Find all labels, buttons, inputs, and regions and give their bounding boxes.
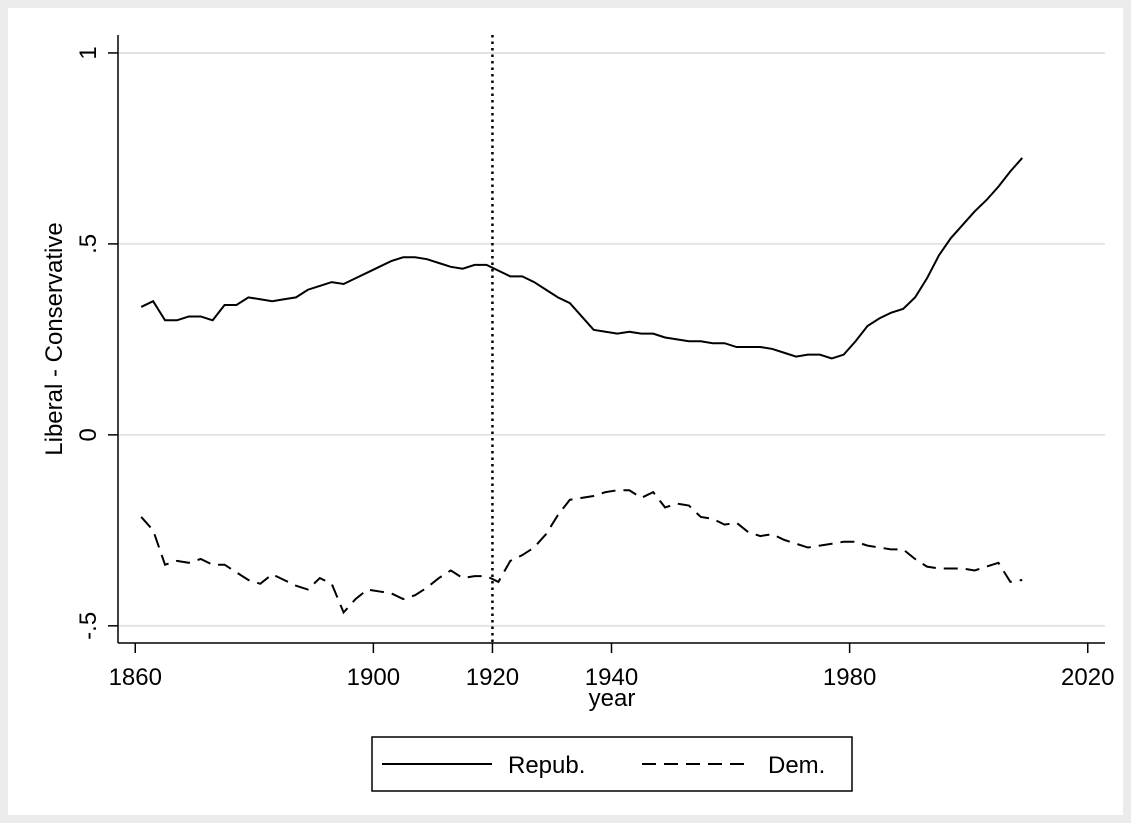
y-tick-label: -.5 — [75, 612, 102, 640]
y-tick-label: 1 — [75, 46, 102, 59]
graph-region — [8, 8, 1123, 815]
y-axis-label: Liberal - Conservative — [41, 222, 68, 455]
x-tick-label: 1900 — [347, 664, 400, 691]
x-tick-label: 1940 — [585, 664, 638, 691]
x-tick-label: 1920 — [466, 664, 519, 691]
y-tick-label: .5 — [75, 234, 102, 254]
data-line — [140, 489, 1023, 615]
x-tick-label: 1980 — [823, 664, 876, 691]
data-line — [140, 157, 1023, 360]
legend-label: Dem. — [768, 752, 825, 779]
x-tick-label: 2020 — [1061, 664, 1114, 691]
x-tick-label: 1860 — [109, 664, 162, 691]
x-axis-label: year — [589, 685, 636, 712]
legend-label: Repub. — [508, 752, 585, 779]
y-tick-label: 0 — [75, 428, 102, 441]
